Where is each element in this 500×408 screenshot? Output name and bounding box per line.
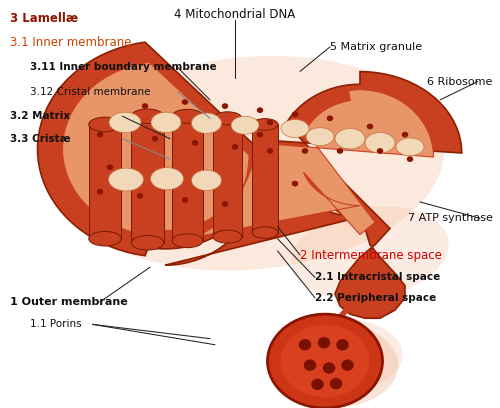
Ellipse shape <box>304 359 316 371</box>
Ellipse shape <box>56 56 444 271</box>
Ellipse shape <box>108 168 144 191</box>
Ellipse shape <box>330 378 342 389</box>
Text: 3.2 Matrix: 3.2 Matrix <box>10 111 70 121</box>
Ellipse shape <box>257 132 263 137</box>
Ellipse shape <box>182 197 188 203</box>
Ellipse shape <box>89 231 121 246</box>
Ellipse shape <box>335 129 365 149</box>
Ellipse shape <box>281 120 309 137</box>
Ellipse shape <box>142 103 148 109</box>
Ellipse shape <box>367 124 373 129</box>
Ellipse shape <box>337 148 343 154</box>
Polygon shape <box>89 124 121 239</box>
Ellipse shape <box>213 112 242 125</box>
Text: 3 Lamellæ: 3 Lamellæ <box>10 12 78 25</box>
Ellipse shape <box>152 136 158 142</box>
Ellipse shape <box>109 112 141 133</box>
Text: 3.12 Cristal membrane: 3.12 Cristal membrane <box>30 87 150 97</box>
Polygon shape <box>38 42 462 318</box>
Ellipse shape <box>292 206 448 299</box>
Ellipse shape <box>231 116 259 134</box>
Ellipse shape <box>280 325 370 397</box>
Ellipse shape <box>89 117 121 132</box>
Ellipse shape <box>252 119 278 130</box>
Ellipse shape <box>222 103 228 109</box>
Ellipse shape <box>192 113 222 133</box>
Polygon shape <box>213 118 242 237</box>
Ellipse shape <box>311 379 324 390</box>
Ellipse shape <box>327 115 333 121</box>
Text: 7 ATP synthase: 7 ATP synthase <box>408 213 492 223</box>
Ellipse shape <box>402 132 408 137</box>
Ellipse shape <box>131 235 164 250</box>
Text: 4 Mitochondrial DNA: 4 Mitochondrial DNA <box>174 8 296 21</box>
Ellipse shape <box>318 337 330 348</box>
Text: 3.1 Inner membrane: 3.1 Inner membrane <box>10 36 132 49</box>
Polygon shape <box>252 124 278 233</box>
Ellipse shape <box>292 111 298 117</box>
Ellipse shape <box>252 227 278 238</box>
Ellipse shape <box>182 99 188 105</box>
Text: 1.1 Porins: 1.1 Porins <box>30 319 82 329</box>
Ellipse shape <box>323 362 335 374</box>
Ellipse shape <box>97 189 103 195</box>
Ellipse shape <box>341 359 354 371</box>
Ellipse shape <box>268 314 382 408</box>
Text: 5 Matrix granule: 5 Matrix granule <box>330 42 422 52</box>
Ellipse shape <box>257 107 263 113</box>
Text: 2.2 Peripheral space: 2.2 Peripheral space <box>315 293 436 303</box>
Ellipse shape <box>396 138 424 156</box>
Ellipse shape <box>272 323 398 407</box>
Ellipse shape <box>292 181 298 186</box>
Text: 3.3 Cristæ: 3.3 Cristæ <box>10 134 70 144</box>
Ellipse shape <box>172 109 203 123</box>
Text: 1 Outer membrane: 1 Outer membrane <box>10 297 128 307</box>
Ellipse shape <box>365 133 395 153</box>
Ellipse shape <box>131 109 164 124</box>
Ellipse shape <box>232 144 238 150</box>
Ellipse shape <box>267 148 273 154</box>
Polygon shape <box>172 116 203 241</box>
Ellipse shape <box>267 120 273 125</box>
Ellipse shape <box>377 148 384 154</box>
Ellipse shape <box>150 168 184 190</box>
Text: 3.11 Inner boundary membrane: 3.11 Inner boundary membrane <box>30 62 216 72</box>
Text: 2.1 Intracristal space: 2.1 Intracristal space <box>315 273 440 282</box>
Ellipse shape <box>299 339 311 350</box>
Ellipse shape <box>192 140 198 146</box>
Ellipse shape <box>151 112 181 133</box>
Ellipse shape <box>306 128 334 146</box>
Ellipse shape <box>97 132 103 137</box>
Polygon shape <box>62 62 434 243</box>
Text: 2 Intermembrane space: 2 Intermembrane space <box>300 248 442 262</box>
Ellipse shape <box>336 339 349 350</box>
Ellipse shape <box>222 201 228 207</box>
Ellipse shape <box>192 170 222 191</box>
Ellipse shape <box>407 156 413 162</box>
Ellipse shape <box>172 234 203 248</box>
Ellipse shape <box>107 164 113 170</box>
Text: 6 Ribosome: 6 Ribosome <box>427 77 492 86</box>
Ellipse shape <box>137 193 143 199</box>
Ellipse shape <box>278 318 402 392</box>
Ellipse shape <box>302 148 308 154</box>
Polygon shape <box>131 116 164 243</box>
Ellipse shape <box>213 230 242 243</box>
